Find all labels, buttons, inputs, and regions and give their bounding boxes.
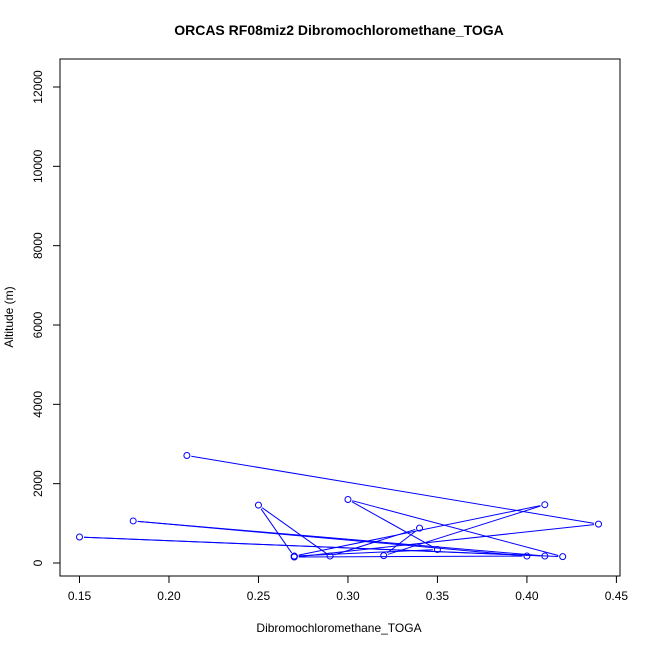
data-point bbox=[380, 552, 388, 560]
x-tick-label: 0.15 bbox=[68, 589, 92, 603]
series-line-segment bbox=[298, 524, 595, 558]
y-tick-label: 10000 bbox=[31, 149, 45, 183]
x-tick-label: 0.35 bbox=[426, 589, 450, 603]
series-line-segment bbox=[298, 549, 433, 557]
data-point bbox=[416, 524, 424, 532]
y-tick-label: 12000 bbox=[31, 70, 45, 104]
chart-title: ORCAS RF08miz2 Dibromochloromethane_TOGA bbox=[174, 22, 504, 38]
data-point bbox=[254, 501, 262, 509]
x-tick-label: 0.20 bbox=[157, 589, 181, 603]
series-line-segment bbox=[260, 508, 293, 554]
x-tick-label: 0.25 bbox=[247, 589, 271, 603]
series-line-segment bbox=[298, 555, 523, 558]
data-point bbox=[541, 552, 549, 560]
data-point bbox=[76, 533, 83, 541]
x-axis: 0.15 0.20 0.25 0.30 0.35 0.40 0.45 bbox=[68, 575, 629, 603]
data-point bbox=[595, 520, 602, 528]
y-tick-label: 6000 bbox=[31, 311, 45, 338]
data-point bbox=[559, 553, 567, 561]
y-axis: 0 2000 4000 6000 8000 10000 12000 bbox=[31, 70, 61, 566]
data-point bbox=[541, 501, 549, 509]
series-line-segment bbox=[298, 505, 541, 556]
series-line-segment bbox=[83, 536, 559, 557]
series-layer bbox=[76, 452, 602, 561]
data-point bbox=[183, 452, 191, 460]
y-tick-label: 0 bbox=[31, 559, 45, 566]
y-axis-label: Altitude (m) bbox=[2, 286, 16, 347]
x-tick-label: 0.45 bbox=[605, 589, 629, 603]
x-axis-label: Dibromochloromethane_TOGA bbox=[256, 621, 421, 635]
plot-frame bbox=[59, 58, 621, 577]
data-point bbox=[523, 552, 531, 560]
x-tick-label: 0.40 bbox=[515, 589, 539, 603]
data-point bbox=[433, 546, 441, 554]
series-line-segment bbox=[261, 507, 327, 554]
series-line-segment bbox=[191, 455, 595, 524]
series-line-segment bbox=[387, 505, 541, 555]
y-tick-label: 4000 bbox=[31, 391, 45, 418]
data-point bbox=[129, 517, 137, 525]
y-tick-label: 8000 bbox=[31, 232, 45, 259]
series-line-segment bbox=[137, 520, 541, 557]
data-point bbox=[290, 553, 298, 561]
series-line-segment bbox=[352, 500, 559, 556]
x-tick-label: 0.30 bbox=[336, 589, 360, 603]
series-line-segment bbox=[387, 530, 417, 554]
series-line-segment bbox=[334, 528, 416, 556]
data-point bbox=[344, 496, 352, 504]
y-tick-label: 2000 bbox=[31, 470, 45, 497]
data-point bbox=[326, 552, 334, 560]
series-line-segment bbox=[351, 501, 434, 548]
